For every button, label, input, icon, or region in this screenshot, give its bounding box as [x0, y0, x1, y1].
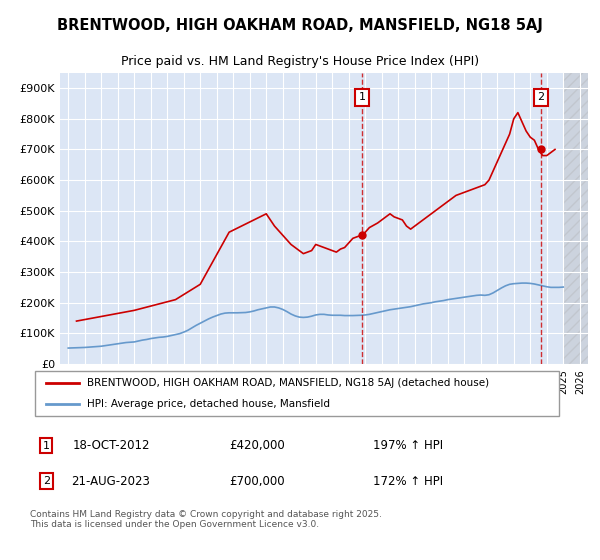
- Text: 21-AUG-2023: 21-AUG-2023: [71, 475, 151, 488]
- FancyBboxPatch shape: [35, 371, 559, 416]
- Text: £420,000: £420,000: [229, 439, 284, 452]
- Text: Price paid vs. HM Land Registry's House Price Index (HPI): Price paid vs. HM Land Registry's House …: [121, 55, 479, 68]
- Bar: [563, 73, 588, 364]
- Text: 2: 2: [43, 476, 50, 486]
- Text: BRENTWOOD, HIGH OAKHAM ROAD, MANSFIELD, NG18 5AJ: BRENTWOOD, HIGH OAKHAM ROAD, MANSFIELD, …: [57, 18, 543, 33]
- Text: 1: 1: [358, 92, 365, 102]
- Text: £700,000: £700,000: [229, 475, 284, 488]
- Text: 1: 1: [43, 441, 50, 451]
- Text: 197% ↑ HPI: 197% ↑ HPI: [373, 439, 443, 452]
- Text: HPI: Average price, detached house, Mansfield: HPI: Average price, detached house, Mans…: [86, 399, 330, 409]
- Text: 172% ↑ HPI: 172% ↑ HPI: [373, 475, 443, 488]
- Text: Contains HM Land Registry data © Crown copyright and database right 2025.
This d: Contains HM Land Registry data © Crown c…: [30, 510, 382, 529]
- Text: 2: 2: [538, 92, 545, 102]
- Text: 18-OCT-2012: 18-OCT-2012: [72, 439, 150, 452]
- Text: BRENTWOOD, HIGH OAKHAM ROAD, MANSFIELD, NG18 5AJ (detached house): BRENTWOOD, HIGH OAKHAM ROAD, MANSFIELD, …: [86, 378, 489, 388]
